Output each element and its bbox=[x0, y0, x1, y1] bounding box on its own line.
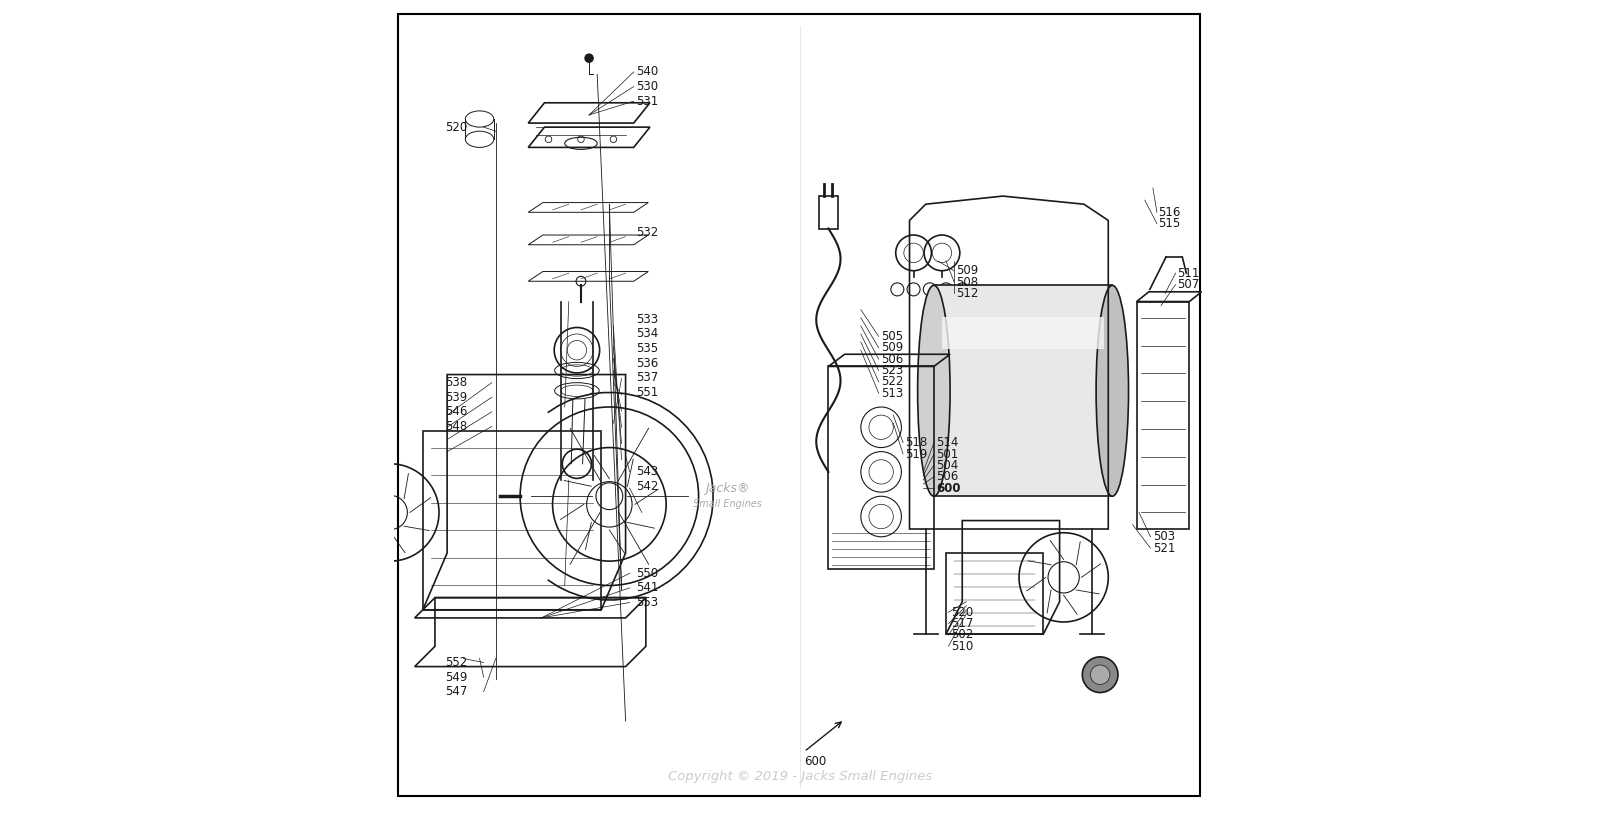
Text: 513: 513 bbox=[882, 387, 904, 400]
Text: 512: 512 bbox=[957, 287, 979, 300]
Text: 505: 505 bbox=[882, 330, 904, 343]
Circle shape bbox=[586, 54, 594, 62]
Text: 553: 553 bbox=[637, 596, 658, 609]
Bar bbox=[819, 196, 838, 229]
Text: 508: 508 bbox=[957, 276, 979, 289]
Text: Copyright © 2019 - Jacks Small Engines: Copyright © 2019 - Jacks Small Engines bbox=[667, 769, 933, 782]
Text: 532: 532 bbox=[637, 226, 658, 239]
Text: 541: 541 bbox=[637, 581, 659, 594]
Text: 538: 538 bbox=[445, 376, 467, 389]
Text: 551: 551 bbox=[637, 386, 658, 399]
Text: 503: 503 bbox=[1154, 530, 1174, 543]
Text: 514: 514 bbox=[936, 436, 958, 449]
Text: 550: 550 bbox=[637, 567, 658, 580]
Text: 542: 542 bbox=[637, 480, 659, 493]
Text: 516: 516 bbox=[1158, 206, 1181, 219]
Text: 537: 537 bbox=[637, 371, 658, 384]
Text: 520: 520 bbox=[445, 120, 467, 133]
Text: 552: 552 bbox=[445, 656, 467, 669]
Text: 530: 530 bbox=[637, 80, 658, 93]
Text: 502: 502 bbox=[950, 628, 973, 641]
Text: 546: 546 bbox=[445, 405, 467, 418]
Bar bbox=[934, 286, 1112, 497]
Text: 507: 507 bbox=[1178, 278, 1200, 291]
Text: 534: 534 bbox=[637, 327, 658, 340]
Text: 510: 510 bbox=[950, 640, 973, 653]
Text: Small Engines: Small Engines bbox=[693, 499, 762, 510]
Text: 517: 517 bbox=[950, 617, 973, 630]
Text: 531: 531 bbox=[637, 94, 658, 107]
Text: 509: 509 bbox=[957, 265, 979, 278]
Text: 521: 521 bbox=[1154, 541, 1176, 554]
Ellipse shape bbox=[918, 286, 950, 497]
Text: Jacks®: Jacks® bbox=[704, 482, 749, 495]
Polygon shape bbox=[942, 317, 1104, 348]
Text: 506: 506 bbox=[882, 352, 904, 365]
Text: 600: 600 bbox=[936, 482, 960, 495]
Text: 549: 549 bbox=[445, 671, 467, 684]
Text: 509: 509 bbox=[882, 341, 904, 354]
Text: 518: 518 bbox=[906, 436, 928, 449]
Text: 515: 515 bbox=[1158, 217, 1181, 230]
Text: 548: 548 bbox=[445, 420, 467, 433]
Text: 511: 511 bbox=[1178, 267, 1200, 280]
Text: 523: 523 bbox=[882, 364, 904, 377]
FancyBboxPatch shape bbox=[398, 14, 1200, 796]
Circle shape bbox=[1091, 665, 1110, 685]
Text: 506: 506 bbox=[936, 470, 958, 484]
Text: 533: 533 bbox=[637, 313, 658, 326]
Text: 540: 540 bbox=[637, 65, 658, 78]
Text: 504: 504 bbox=[936, 459, 958, 472]
Text: 543: 543 bbox=[637, 466, 658, 479]
Text: 539: 539 bbox=[445, 391, 467, 404]
Text: 600: 600 bbox=[805, 755, 826, 768]
Text: 547: 547 bbox=[445, 685, 467, 698]
Text: 501: 501 bbox=[936, 448, 958, 461]
Ellipse shape bbox=[1096, 286, 1128, 497]
Text: 522: 522 bbox=[882, 375, 904, 388]
Circle shape bbox=[1082, 657, 1118, 693]
Text: 535: 535 bbox=[637, 342, 658, 355]
Text: 520: 520 bbox=[950, 606, 973, 619]
Text: 519: 519 bbox=[906, 448, 928, 461]
Text: 536: 536 bbox=[637, 357, 658, 370]
